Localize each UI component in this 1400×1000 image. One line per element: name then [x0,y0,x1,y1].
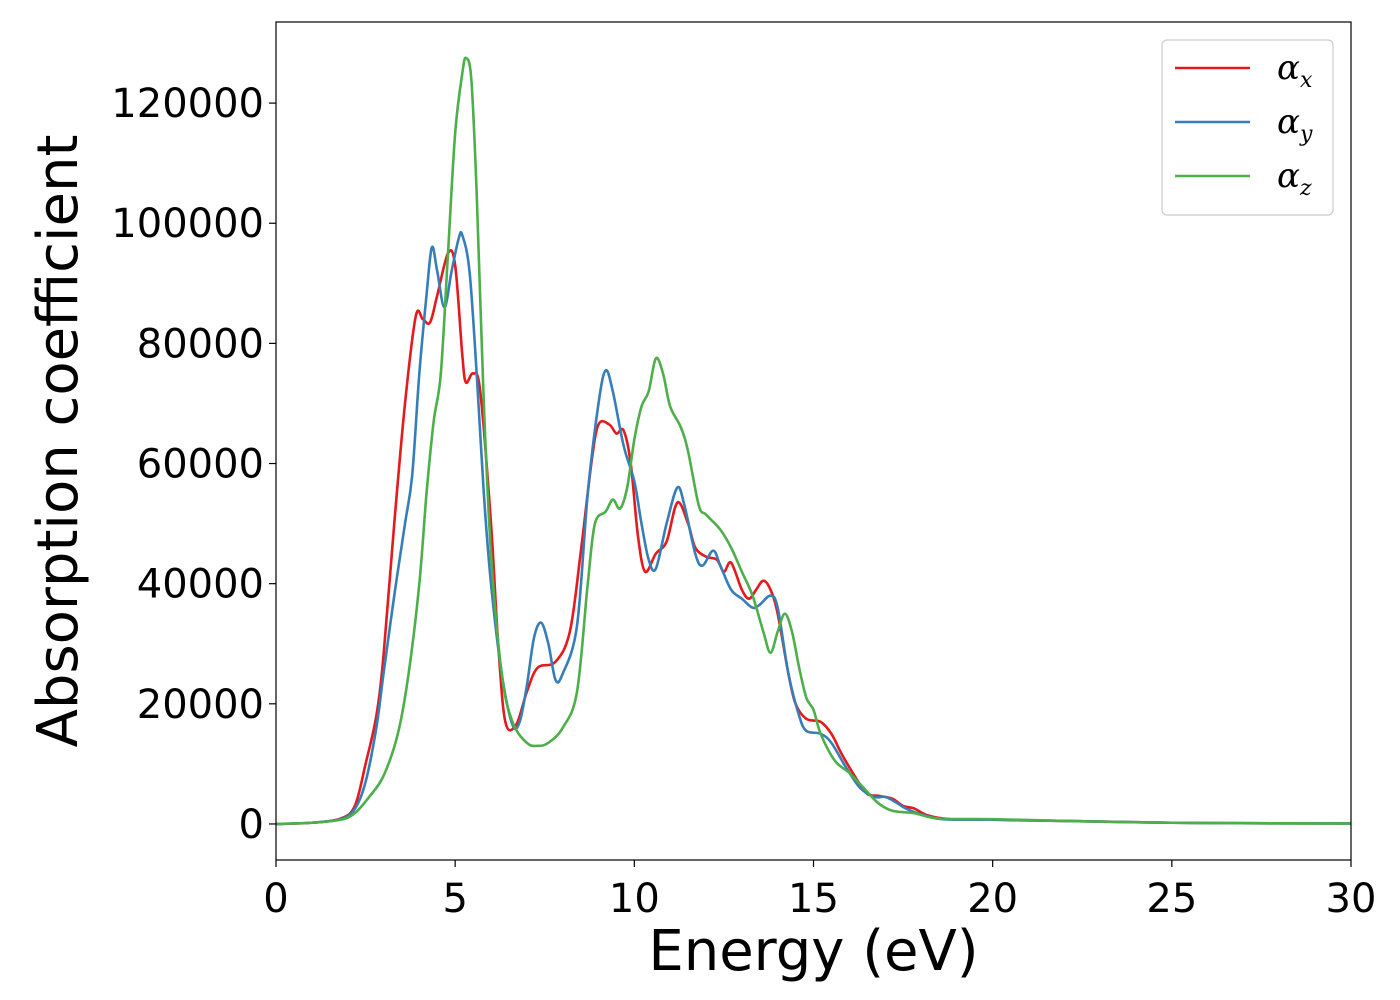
legend: αx αy αz [1161,39,1334,216]
x-tick-label: 25 [1146,876,1197,922]
y-axis-ticks: 0 20000 40000 60000 80000 100000 120000 [111,81,276,848]
y-tick-label: 40000 [137,562,264,608]
legend-box [1161,39,1334,216]
x-tick-label: 30 [1326,876,1377,922]
x-tick-label: 15 [788,876,839,922]
y-axis-label: Absorption coefficient [26,135,91,748]
legend-label-alpha-y: αy [1277,102,1313,147]
x-tick-label: 0 [263,876,288,922]
x-tick-label: 20 [967,876,1018,922]
y-tick-label: 120000 [111,81,264,127]
y-tick-label: 60000 [137,442,264,488]
y-tick-label: 80000 [137,321,264,367]
plot-lines [275,56,1352,826]
y-tick-label: 100000 [111,201,264,247]
y-tick-label: 20000 [137,682,264,728]
legend-label-alpha-z: αz [1277,156,1312,201]
y-tick-label: 0 [239,802,264,848]
x-axis-label: Energy (eV) [648,919,978,984]
x-axis-ticks: 0 5 10 15 20 25 30 [263,860,1376,922]
x-tick-label: 5 [442,876,467,922]
series-line-alpha-z [275,56,1352,826]
x-tick-label: 10 [609,876,660,922]
legend-label-alpha-x: αx [1277,48,1313,93]
